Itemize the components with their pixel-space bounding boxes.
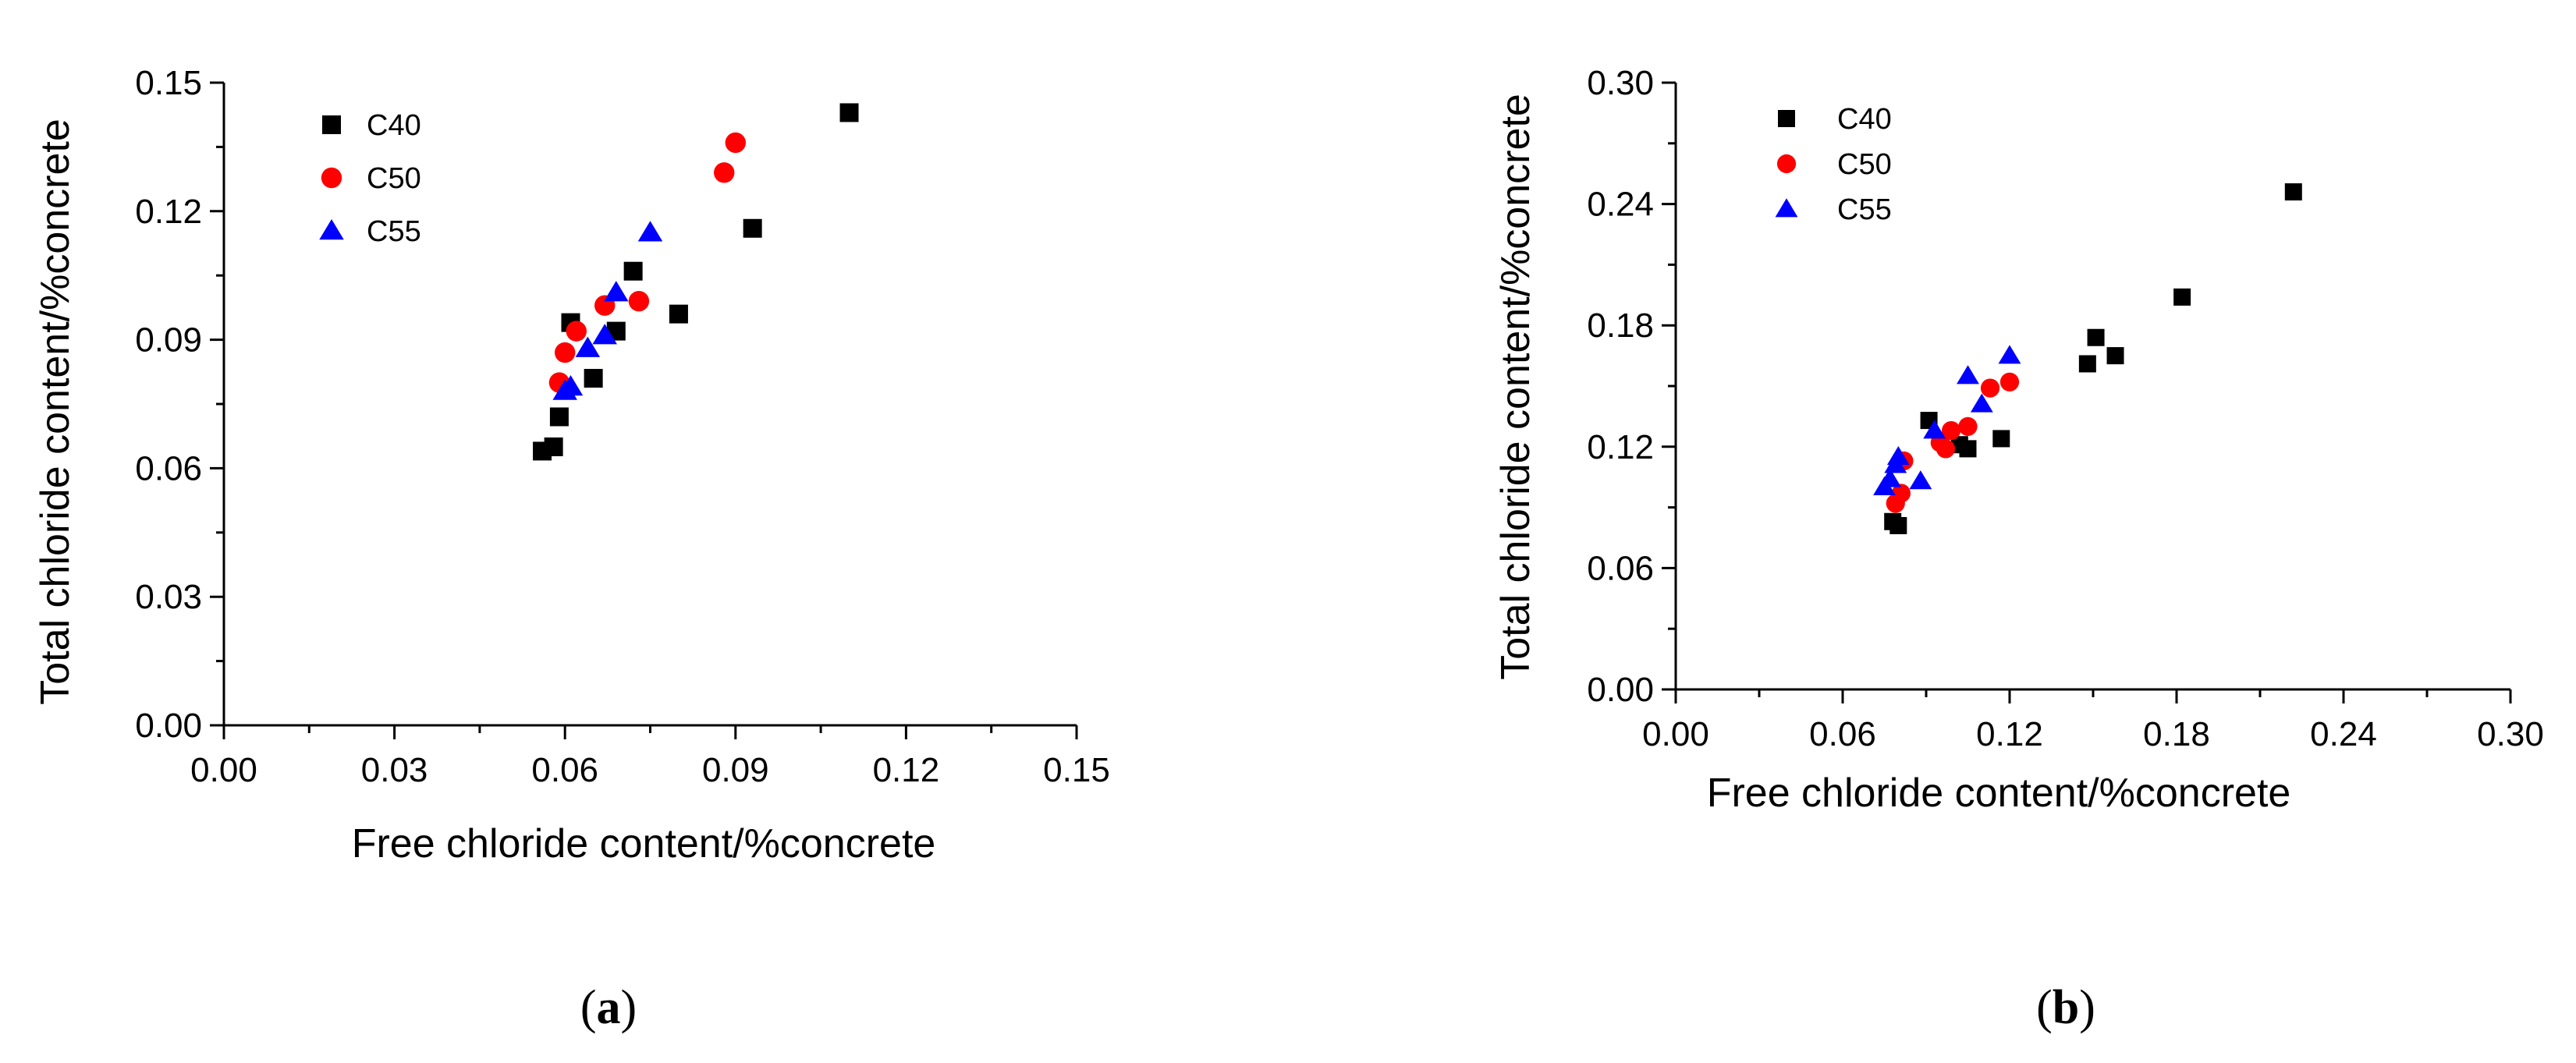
chart-a-x-tick-label: 0.03	[361, 751, 428, 789]
chart-b-point-c55	[1886, 446, 1910, 466]
chart-b-legend-marker-c40	[1778, 110, 1795, 127]
chart-b-point-c50	[1999, 372, 2020, 392]
chart-a-points	[533, 103, 859, 461]
chart-b-point-c50	[1980, 378, 2000, 398]
chart-b-legend-label-c55: C55	[1837, 193, 1892, 226]
chart-a-point-c50	[555, 342, 576, 363]
chart-a-axes	[222, 83, 1077, 727]
chart-a-legend-label-c40: C40	[367, 109, 421, 142]
chart-b-y-tick-label: 0.30	[1587, 64, 1654, 102]
chart-a-y-tick-label: 0.15	[135, 64, 202, 102]
chart-b-y-axis-title: Total chloride content/%concrete	[1493, 94, 1538, 680]
chart-a-x-tick-label: 0.12	[873, 751, 940, 789]
chart-a-point-c50	[566, 321, 587, 342]
chart-a-legend-label-c50: C50	[367, 162, 421, 195]
chart-b-x-axis-title: Free chloride content/%concrete	[1707, 771, 2291, 816]
chart-a-legend-label-c55: C55	[367, 215, 421, 248]
chart-a-point-c40	[669, 304, 688, 324]
chart-a-point-c50	[725, 132, 746, 154]
chart-b-x-tick-label: 0.06	[1809, 715, 1876, 753]
chart-b-point-c55	[1957, 365, 1979, 384]
chart-b-point-c40	[2087, 328, 2105, 346]
chart-b-x-tick-label: 0.18	[2143, 715, 2210, 753]
chart-b-point-c40	[2173, 288, 2191, 306]
chart-a-x-tick-label: 0.15	[1043, 751, 1110, 789]
chart-b-x-tick-label: 0.00	[1642, 715, 1709, 753]
chart-b-axes	[1674, 83, 2510, 691]
chart-b-points	[1873, 183, 2302, 534]
chart-a-x-tick-label: 0.06	[531, 751, 598, 789]
chart-b-legend-label-c50: C50	[1837, 148, 1892, 181]
chart-a-point-c40	[544, 437, 563, 456]
chart-a-point-c55	[558, 375, 584, 396]
chart-b-point-c40	[1992, 430, 2010, 448]
chart-b-point-c50	[1891, 484, 1911, 503]
chart-a-x-tick-label: 0.09	[702, 751, 769, 789]
chart-a-y-tick-label: 0.09	[135, 321, 202, 360]
chart-b-point-c50	[1958, 416, 1978, 436]
chart-b-point-c40	[1959, 440, 1977, 458]
chart-b-legend-marker-c55	[1775, 198, 1798, 218]
chart-b-y-tick-label: 0.12	[1587, 428, 1654, 466]
chart-b-x-tick-label: 0.30	[2477, 715, 2544, 753]
chart-b-point-c55	[1879, 468, 1902, 487]
chart-b-y-tick-label: 0.24	[1587, 186, 1654, 224]
chart-a-point-c55	[575, 336, 601, 357]
chart-a-point-c55	[592, 324, 617, 345]
chart-b-y-tick-label: 0.06	[1587, 549, 1654, 587]
chart-a-ticks: 0.00 0.03 0.06 0.09 0.12 0.15 0.00 0.03 0.06 0.09…	[135, 64, 1109, 789]
chart-a-point-c40	[549, 407, 569, 427]
chart-a-point-c50	[628, 290, 650, 312]
chart-a-y-axis-title: Total chloride content/%concrete	[33, 119, 78, 705]
chart-a-point-c55	[637, 221, 663, 242]
chart-b-legend-marker-c50	[1776, 154, 1797, 174]
chart-b-legend-label-c40: C40	[1837, 103, 1892, 136]
chart-b-y-tick-label: 0.18	[1587, 306, 1654, 345]
chart-a-y-tick-label: 0.00	[135, 707, 202, 745]
chart-a-y-tick-label: 0.12	[135, 193, 202, 231]
chart-b-y-tick-label: 0.00	[1587, 671, 1654, 709]
chart-b-legend: C40 C50 C55	[1775, 103, 1892, 226]
chart-a-legend-marker-c55	[319, 219, 344, 240]
chart-a-x-axis-title: Free chloride content/%concrete	[352, 821, 936, 866]
chart-a-legend-marker-c50	[321, 167, 342, 189]
chart-a-point-c40	[839, 103, 859, 122]
chart-b: 0.00 0.06 0.12 0.18 0.24 0.30 0.00 0.06 0.12 0.18…	[1493, 64, 2544, 1034]
chart-b-point-c55	[1998, 345, 2021, 364]
chart-b-panel-label: (b)	[2036, 981, 2095, 1034]
chart-a-point-c40	[743, 218, 762, 238]
chart-a-point-c40	[623, 261, 643, 281]
chart-b-point-c40	[2078, 355, 2096, 373]
chart-b-point-c50	[1942, 420, 1961, 441]
chart-a-point-c50	[714, 162, 735, 183]
chart-b-point-c55	[1970, 393, 1993, 413]
chart-a-legend-marker-c40	[322, 115, 341, 134]
chart-a-point-c40	[584, 369, 603, 388]
chart-b-point-c40	[1889, 516, 1907, 534]
chart-a-x-tick-label: 0.00	[190, 751, 257, 789]
chart-b-ticks: 0.00 0.06 0.12 0.18 0.24 0.30 0.00 0.06 0.12 0.18…	[1587, 64, 2543, 753]
chart-a-panel-label: (a)	[580, 981, 637, 1034]
chart-a-y-tick-label: 0.03	[135, 578, 202, 616]
chart-b-x-tick-label: 0.12	[1976, 715, 2043, 753]
chart-b-x-tick-label: 0.24	[2310, 715, 2377, 753]
chart-a-point-c55	[604, 281, 629, 302]
chart-a-legend: C40 C50 C55	[319, 109, 421, 248]
chart-b-point-c40	[2106, 347, 2124, 365]
chart-b-point-c40	[2284, 183, 2302, 201]
chart-b-point-c55	[1923, 420, 1946, 439]
chart-b-point-c55	[1909, 470, 1932, 490]
chart-a-y-tick-label: 0.06	[135, 449, 202, 487]
chart-a: 0.00 0.03 0.06 0.09 0.12 0.15 0.00 0.03 0.06 0.09…	[33, 64, 1110, 1034]
chart-b-point-c50	[1936, 439, 1956, 459]
